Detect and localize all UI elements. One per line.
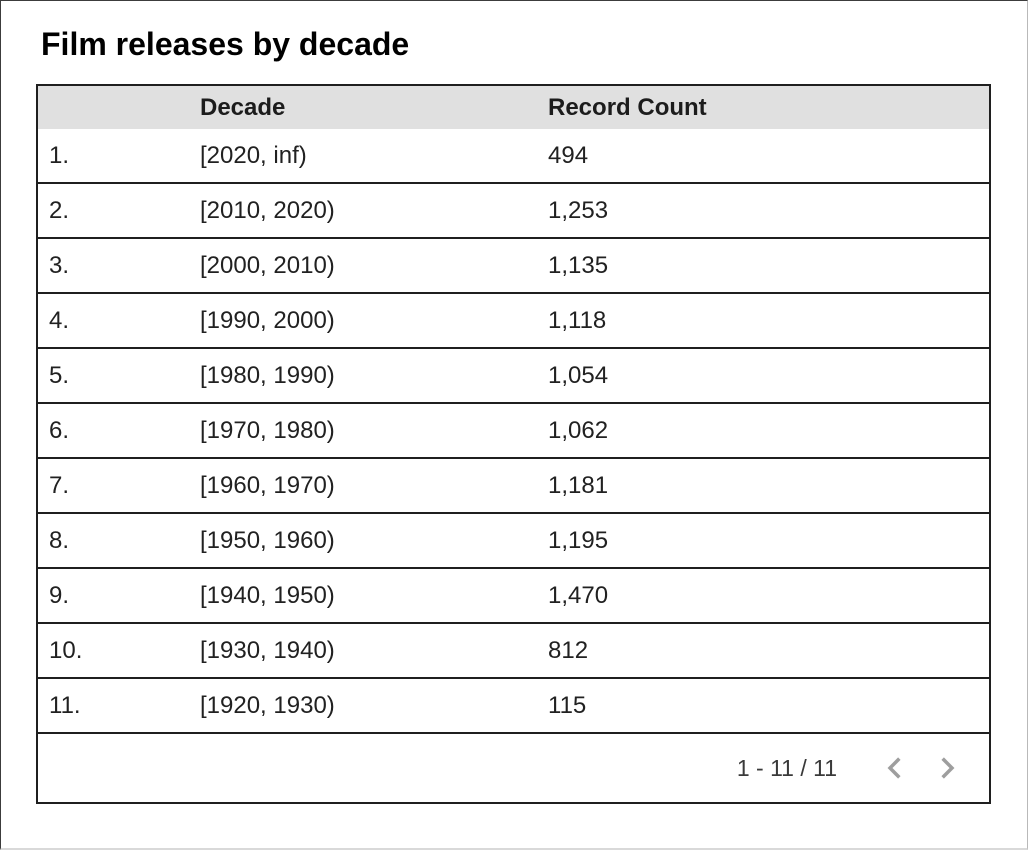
- row-index-cell: 2.: [49, 196, 70, 224]
- row-decade-cell: [1980, 1990): [200, 361, 335, 389]
- row-count-cell: 1,181: [548, 471, 609, 499]
- column-header-decade[interactable]: Decade: [200, 93, 286, 121]
- row-index-cell: 6.: [49, 416, 70, 444]
- row-decade-cell: [1970, 1980): [200, 416, 335, 444]
- row-index-cell: 4.: [49, 306, 70, 334]
- row-count-cell: 1,118: [548, 306, 607, 334]
- row-index-cell: 1.: [49, 141, 70, 169]
- table-row: 7. [1960, 1970) 1,181: [38, 459, 989, 514]
- table-row: 9. [1940, 1950) 1,470: [38, 569, 989, 624]
- row-decade-cell: [1940, 1950): [200, 581, 335, 609]
- table-row: 1. [2020, inf) 494: [38, 129, 989, 184]
- table-header-row: Decade Record Count: [38, 86, 989, 129]
- row-decade-cell: [1990, 2000): [200, 306, 335, 334]
- pagination-next-button[interactable]: [921, 746, 973, 790]
- pagination-range-label: 1 - 11 / 11: [736, 754, 837, 781]
- row-decade-cell: [1950, 1960): [200, 526, 335, 554]
- column-header-record-count[interactable]: Record Count: [548, 93, 707, 121]
- row-index-cell: 9.: [49, 581, 70, 609]
- table-body: 1. [2020, inf) 494 2. [2010, 2020) 1,253…: [38, 129, 989, 734]
- chevron-right-icon: [927, 748, 967, 788]
- row-count-cell: 1,253: [548, 196, 609, 224]
- row-index-cell: 8.: [49, 526, 70, 554]
- row-index-cell: 11.: [49, 691, 81, 719]
- table-row: 2. [2010, 2020) 1,253: [38, 184, 989, 239]
- row-count-cell: 494: [548, 141, 589, 169]
- row-count-cell: 1,135: [548, 251, 609, 279]
- table-row: 11. [1920, 1930) 115: [38, 679, 989, 734]
- table-row: 10. [1930, 1940) 812: [38, 624, 989, 679]
- table-widget: Decade Record Count 1. [2020, inf) 494 2…: [36, 84, 991, 804]
- row-index-cell: 3.: [49, 251, 70, 279]
- table-row: 5. [1980, 1990) 1,054: [38, 349, 989, 404]
- row-decade-cell: [1960, 1970): [200, 471, 335, 499]
- row-count-cell: 1,062: [548, 416, 609, 444]
- table-row: 3. [2000, 2010) 1,135: [38, 239, 989, 294]
- table-row: 4. [1990, 2000) 1,118: [38, 294, 989, 349]
- row-count-cell: 1,470: [548, 581, 609, 609]
- row-decade-cell: [2000, 2010): [200, 251, 335, 279]
- row-count-cell: 1,054: [548, 361, 609, 389]
- table-row: 6. [1970, 1980) 1,062: [38, 404, 989, 459]
- row-decade-cell: [2020, inf): [200, 141, 307, 169]
- table-footer: 1 - 11 / 11: [38, 734, 989, 802]
- page-title: Film releases by decade: [41, 26, 410, 62]
- row-index-cell: 10.: [49, 636, 83, 664]
- row-count-cell: 812: [548, 636, 589, 664]
- table-row: 8. [1950, 1960) 1,195: [38, 514, 989, 569]
- row-index-cell: 7.: [49, 471, 70, 499]
- row-count-cell: 115: [548, 691, 587, 719]
- chevron-left-icon: [875, 748, 915, 788]
- pagination-prev-button[interactable]: [869, 746, 921, 790]
- row-count-cell: 1,195: [548, 526, 609, 554]
- row-decade-cell: [1930, 1940): [200, 636, 335, 664]
- row-decade-cell: [1920, 1930): [200, 691, 335, 719]
- row-decade-cell: [2010, 2020): [200, 196, 335, 224]
- row-index-cell: 5.: [49, 361, 70, 389]
